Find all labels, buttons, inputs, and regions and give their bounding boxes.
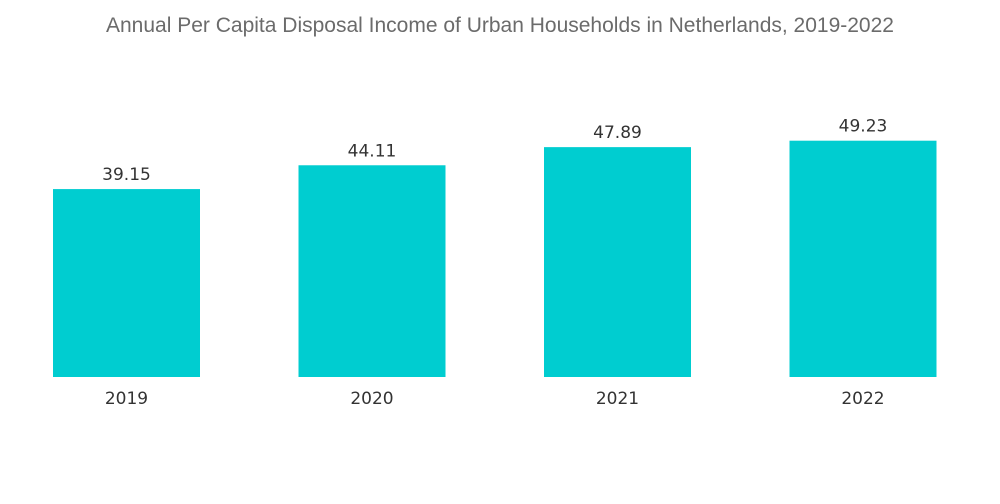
value-label-2019: 39.15	[102, 165, 151, 185]
chart-title: Annual Per Capita Disposal Income of Urb…	[106, 14, 894, 37]
bar-2019	[53, 189, 200, 377]
x-tick-label-2020: 2020	[350, 389, 393, 409]
value-label-2020: 44.11	[348, 141, 397, 161]
bars-layer	[53, 140, 937, 377]
bar-2021	[544, 147, 691, 377]
value-labels-layer: 39.15 44.11 47.89 49.23	[102, 117, 887, 185]
value-label-2022: 49.23	[839, 117, 888, 137]
bar-2022	[789, 140, 937, 377]
bar-2020	[298, 165, 446, 377]
x-tick-label-2019: 2019	[105, 389, 148, 409]
value-label-2021: 47.89	[593, 123, 642, 143]
x-tick-label-2022: 2022	[841, 389, 884, 409]
x-tick-label-2021: 2021	[596, 389, 639, 409]
x-tick-labels-layer: 2019 2020 2021 2022	[105, 389, 885, 409]
